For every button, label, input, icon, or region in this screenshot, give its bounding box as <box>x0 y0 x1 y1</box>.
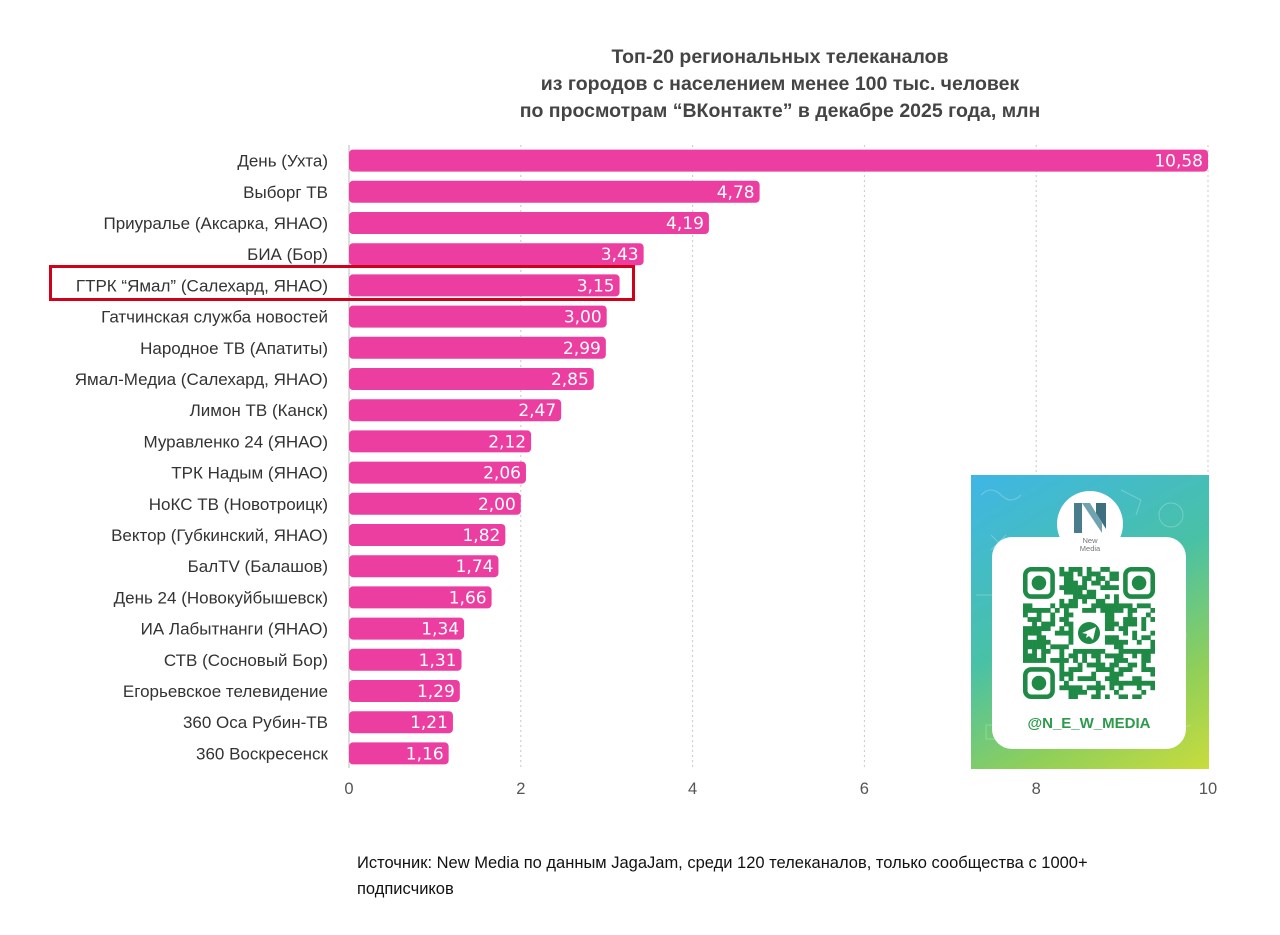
category-label: ГТРК “Ямал” (Салехард, ЯНАО) <box>76 276 328 295</box>
bar <box>349 305 607 328</box>
bar <box>349 149 1208 172</box>
bar <box>349 680 460 702</box>
category-label: Вектор (Губкинский, ЯНАО) <box>111 526 328 545</box>
category-label: День 24 (Новокуйбышевск) <box>114 588 328 607</box>
category-label: БИА (Бор) <box>247 245 328 264</box>
x-tick-label: 2 <box>516 780 525 798</box>
bar-value-label: 4,78 <box>717 183 755 203</box>
category-label: 360 Оса Рубин-ТВ <box>183 713 328 732</box>
x-tick-label: 0 <box>344 780 353 798</box>
bar <box>349 243 644 266</box>
category-label: БалTV (Балашов) <box>188 557 328 576</box>
bar <box>349 461 526 484</box>
bar <box>349 492 521 515</box>
category-label: Ямал-Медиа (Салехард, ЯНАО) <box>75 370 328 389</box>
bar-value-label: 3,43 <box>601 245 639 265</box>
logo-text-line-1: New <box>1082 536 1098 545</box>
logo-text-line-2: Media <box>1079 544 1101 553</box>
bar <box>349 212 709 234</box>
bar <box>349 742 449 765</box>
chart-title: Топ-20 региональных телеканалов из город… <box>420 44 1140 125</box>
category-label: ИА Лабытнанги (ЯНАО) <box>141 620 328 639</box>
x-tick-label: 6 <box>860 780 869 798</box>
bar-value-label: 1,31 <box>419 651 457 671</box>
bar-value-label: 1,74 <box>456 557 494 577</box>
new-media-logo-icon <box>1074 503 1106 533</box>
bar <box>349 586 492 609</box>
x-tick-label: 4 <box>688 780 697 798</box>
highlight-box <box>49 265 635 301</box>
bar-value-label: 1,16 <box>406 744 444 764</box>
bar <box>349 336 606 359</box>
bar-value-label: 2,12 <box>488 432 526 452</box>
qr-card: @N_E_W_MEDIA <box>992 537 1186 749</box>
bar <box>349 711 453 734</box>
bar <box>349 180 760 203</box>
bar-value-label: 1,66 <box>449 588 487 608</box>
category-label: Егорьевское телевидение <box>123 682 328 701</box>
promo-card: @N_E_W_MEDIA New Media <box>971 475 1209 769</box>
bar-value-label: 2,99 <box>563 339 601 359</box>
chart-title-line-2: из городов с населением менее 100 тыс. ч… <box>540 73 1020 95</box>
category-label: Лимон ТВ (Канск) <box>190 401 328 420</box>
bar-value-label: 2,47 <box>518 401 556 421</box>
bar-value-label: 2,85 <box>551 370 589 390</box>
bar-value-label: 10,58 <box>1154 152 1203 172</box>
chart-title-line-1: Топ-20 региональных телеканалов <box>611 46 949 68</box>
bar-value-label: 3,15 <box>577 276 615 296</box>
bar-value-label: 1,34 <box>421 620 459 640</box>
bar <box>349 368 594 390</box>
bar-value-label: 1,21 <box>410 713 448 733</box>
bar-value-label: 2,06 <box>483 464 521 484</box>
category-label: ТРК Надым (ЯНАО) <box>171 464 328 483</box>
bar <box>349 555 499 578</box>
category-label: Народное ТВ (Апатиты) <box>140 339 328 358</box>
bar-value-label: 3,00 <box>564 308 602 328</box>
category-label: НоКС ТВ (Новотроицк) <box>149 495 328 514</box>
category-label: СТВ (Сосновый Бор) <box>164 651 328 670</box>
bar-value-label: 1,82 <box>462 526 500 546</box>
bar <box>349 399 562 422</box>
bar-value-label: 4,19 <box>666 214 704 234</box>
category-label: Приуралье (Аксарка, ЯНАО) <box>104 214 329 233</box>
category-label: День (Ухта) <box>237 152 328 171</box>
bar-value-label: 2,00 <box>478 495 516 515</box>
channel-handle[interactable]: @N_E_W_MEDIA <box>1027 715 1151 732</box>
category-label: Гатчинская служба новостей <box>101 308 328 327</box>
category-label: Выборг ТВ <box>243 183 328 202</box>
bar <box>349 648 462 671</box>
source-note: Источник: New Media по данным JagaJam, с… <box>357 854 1088 898</box>
bar <box>349 524 506 546</box>
bar <box>349 274 620 297</box>
new-media-logo: New Media <box>1057 491 1123 557</box>
category-label: 360 Воскресенск <box>196 744 329 763</box>
bar-value-label: 1,29 <box>417 682 455 702</box>
chart-title-line-3: по просмотрам “ВКонтакте” в декабре 2025… <box>519 100 1041 122</box>
bar <box>349 430 532 453</box>
x-tick-label: 10 <box>1199 780 1217 798</box>
qr-code-icon[interactable] <box>1023 567 1156 704</box>
category-label: Муравленко 24 (ЯНАО) <box>144 432 328 451</box>
bar <box>349 617 465 640</box>
x-tick-label: 8 <box>1032 780 1041 798</box>
